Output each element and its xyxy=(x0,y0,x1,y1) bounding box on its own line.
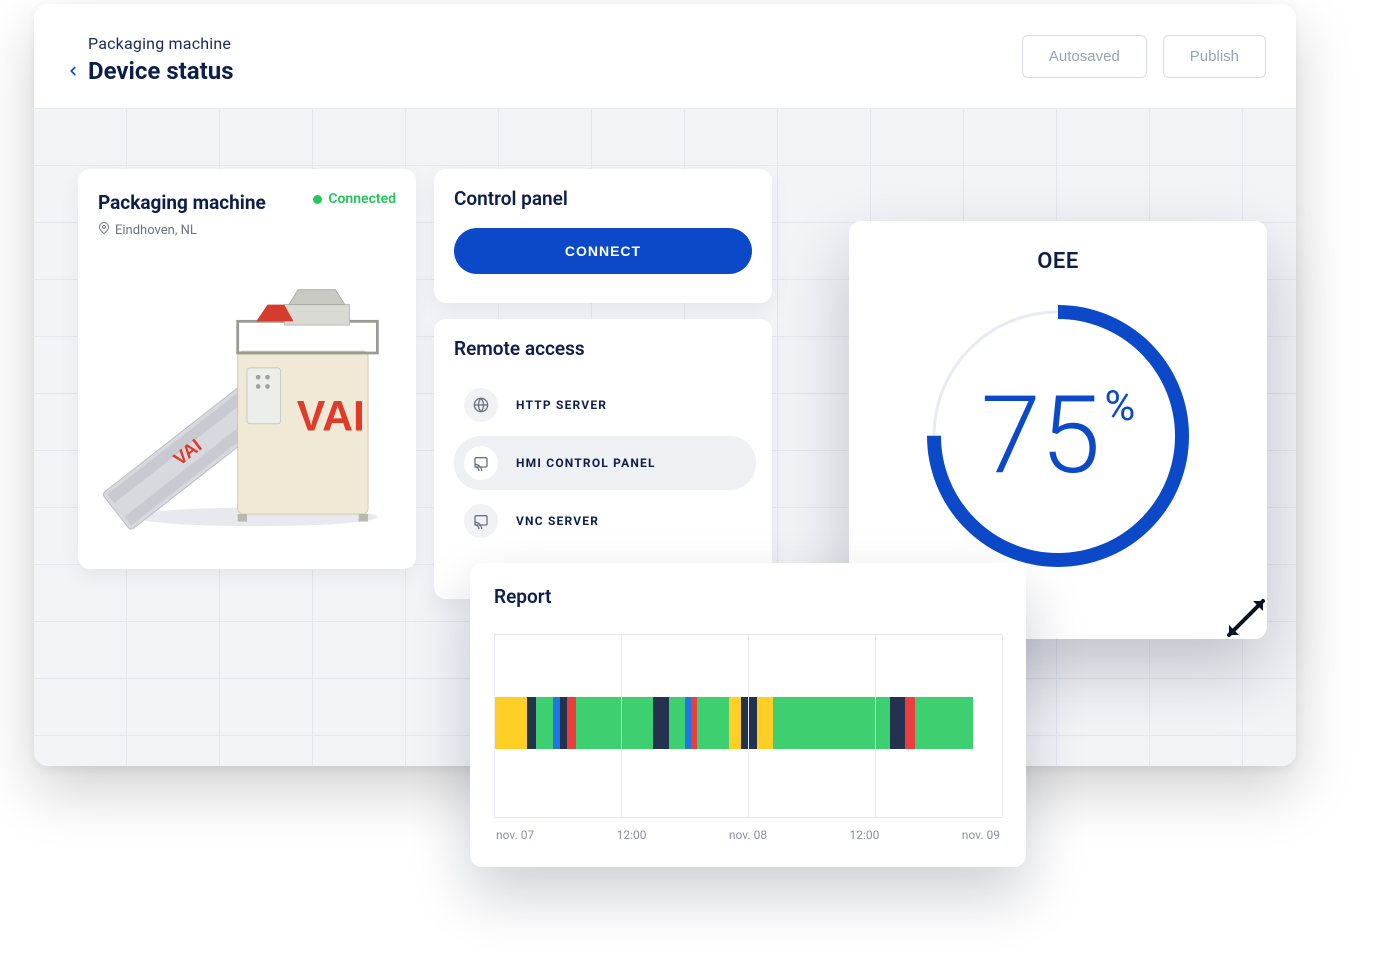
timeline-gridline xyxy=(1002,635,1003,817)
timeline-tick-labels: nov. 07 12:00 nov. 08 12:00 nov. 09 xyxy=(494,828,1002,842)
remote-access-card: Remote access HTTP SERVER HMI CONTROL PAN… xyxy=(434,319,772,599)
device-location: Eindhoven, NL xyxy=(115,223,197,238)
remote-access-item[interactable]: VNC SERVER xyxy=(454,494,756,548)
timeline-segment xyxy=(536,697,553,749)
topbar: Packaging machine Device status Autosave… xyxy=(34,4,1296,109)
oee-gauge: 75 % xyxy=(908,286,1208,586)
connection-status: Connected xyxy=(313,191,396,207)
timeline-segment xyxy=(757,697,773,749)
timeline-tick-label: nov. 09 xyxy=(962,828,1000,842)
timeline-tick-label: nov. 07 xyxy=(496,828,534,842)
timeline-segment xyxy=(669,697,685,749)
connect-button[interactable]: CONNECT xyxy=(454,228,752,274)
back-chevron-icon[interactable] xyxy=(64,62,82,80)
timeline-segment xyxy=(527,697,536,749)
timeline-tick-label: 12:00 xyxy=(849,828,879,842)
status-label: Connected xyxy=(328,191,396,207)
pin-icon xyxy=(98,222,110,238)
timeline-segment xyxy=(697,697,728,749)
globe-icon xyxy=(464,388,498,422)
timeline-segment xyxy=(553,697,560,749)
resize-handle-icon[interactable] xyxy=(1219,591,1273,645)
timeline-segment xyxy=(773,697,890,749)
control-panel-title: Control panel xyxy=(454,187,752,210)
page-title: Device status xyxy=(88,57,234,85)
top-actions: Autosaved Publish xyxy=(1022,35,1266,78)
remote-access-title: Remote access xyxy=(454,337,756,360)
oee-title: OEE xyxy=(1037,249,1078,274)
timeline-segment xyxy=(905,697,914,749)
cast-icon xyxy=(464,504,498,538)
report-timeline xyxy=(494,634,1002,818)
publish-button[interactable]: Publish xyxy=(1163,35,1266,78)
remote-access-item-label: HTTP SERVER xyxy=(516,398,607,412)
timeline-segment xyxy=(494,697,527,749)
remote-access-item[interactable]: HTTP SERVER xyxy=(454,378,756,432)
timeline-gridline xyxy=(621,635,622,817)
timeline-segment xyxy=(576,697,653,749)
remote-access-list: HTTP SERVER HMI CONTROL PANEL VNC SERVER xyxy=(454,378,756,548)
machine-brand-label: VAI xyxy=(297,392,365,440)
device-location-row: Eindhoven, NL xyxy=(98,222,396,238)
timeline-gridline xyxy=(875,635,876,817)
device-name: Packaging machine xyxy=(98,191,266,214)
timeline-segment xyxy=(915,697,974,749)
oee-value: 75 xyxy=(981,382,1101,490)
oee-unit: % xyxy=(1105,382,1136,431)
remote-access-item-label: HMI CONTROL PANEL xyxy=(516,456,656,470)
breadcrumb-top: Packaging machine xyxy=(64,34,234,53)
timeline-gridline xyxy=(494,635,495,817)
remote-access-item[interactable]: HMI CONTROL PANEL xyxy=(454,436,756,490)
report-card[interactable]: Report nov. 07 12:00 nov. 08 12:00 nov. 09 xyxy=(470,563,1026,867)
timeline-segment xyxy=(560,697,567,749)
timeline-tick-label: 12:00 xyxy=(617,828,647,842)
timeline-tick-label: nov. 08 xyxy=(729,828,767,842)
autosaved-button[interactable]: Autosaved xyxy=(1022,35,1147,78)
breadcrumb: Packaging machine Device status xyxy=(64,28,234,85)
control-panel-card: Control panel CONNECT xyxy=(434,169,772,303)
timeline-segment xyxy=(653,697,668,749)
device-image: VAI VAI xyxy=(98,262,396,552)
remote-access-item-label: VNC SERVER xyxy=(516,514,599,528)
timeline-gridline xyxy=(748,635,749,817)
cast-icon xyxy=(464,446,498,480)
timeline-segment xyxy=(729,697,741,749)
device-card: Packaging machine Connected Eindhoven, N… xyxy=(78,169,416,569)
report-title: Report xyxy=(494,585,1002,608)
status-dot-icon xyxy=(313,195,322,204)
timeline-segment xyxy=(890,697,905,749)
timeline-segment xyxy=(567,697,576,749)
